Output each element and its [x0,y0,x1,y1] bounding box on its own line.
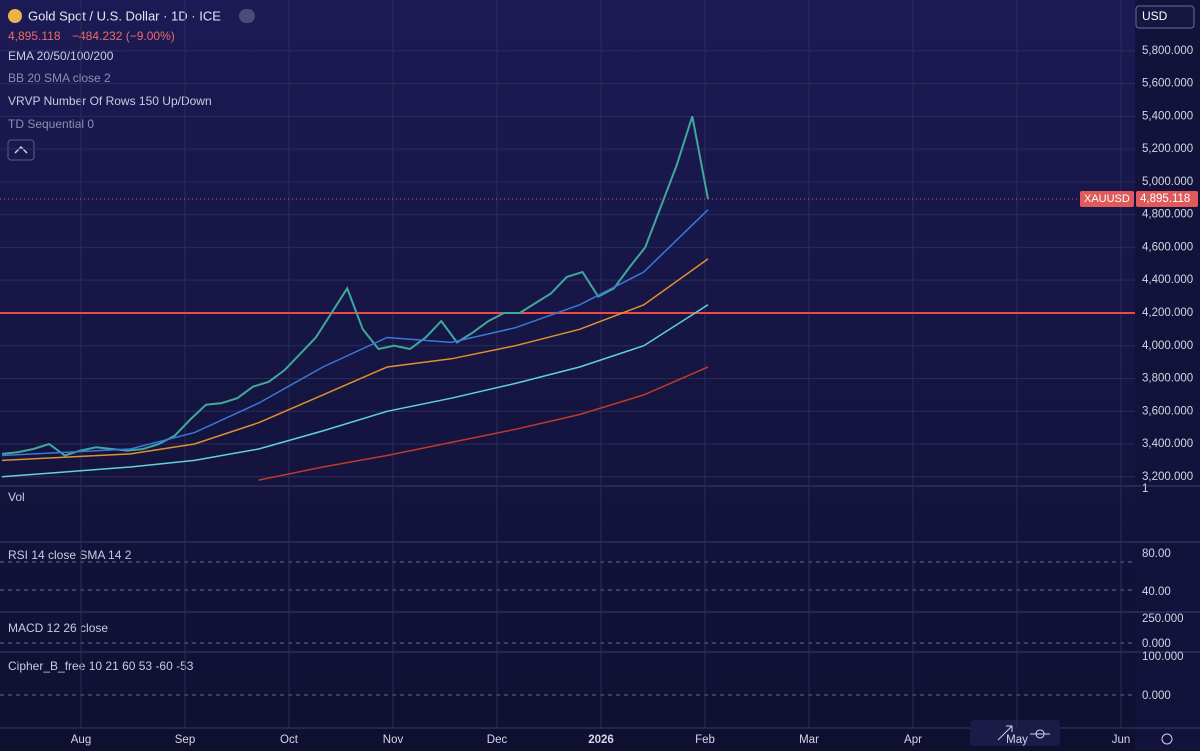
panel-tick: 1 [1142,483,1148,495]
y-tick-label: 5,000.000 [1142,176,1193,188]
y-tick-label: 5,400.000 [1142,110,1193,122]
ema-line [1,304,709,478]
indicator-label[interactable]: EMA 20/50/100/200 [8,49,114,63]
x-tick-label: Mar [799,734,819,746]
x-tick-label: Nov [383,734,404,746]
currency-label: USD [1142,9,1168,23]
price-change: −484.232 (−9.00%) [72,29,175,43]
panel-tick: 100.000 [1142,651,1184,663]
symbol-tag [1080,191,1134,208]
price-tag-label: 4,895.118 [1140,193,1190,205]
tool-icon[interactable] [997,725,1013,741]
indicator-label[interactable]: VRVP Number Of Rows 150 Up/Down [8,94,212,108]
x-tick-label: Sep [175,734,195,746]
x-tick-label: 2026 [588,734,614,746]
y-tick-label: 3,800.000 [1142,373,1193,385]
x-tick-label: May [1006,734,1028,746]
indicator-label[interactable]: BB 20 SMA close 2 [8,71,111,85]
y-tick-label: 5,200.000 [1142,143,1193,155]
y-tick-label: 4,000.000 [1142,340,1193,352]
y-tick-label: 4,400.000 [1142,274,1193,286]
x-tick-label: Aug [71,734,91,746]
currency-button[interactable] [1135,5,1195,29]
price-tag [1136,191,1198,208]
ema-line [1,258,709,462]
x-tick-label: Jun [1112,734,1131,746]
collapse-legend-button[interactable] [7,139,35,161]
y-tick-label: 3,400.000 [1142,438,1193,450]
y-tick-label: 3,600.000 [1142,405,1193,417]
y-tick-label: 5,600.000 [1142,78,1193,90]
panel-title: MACD 12 26 close [8,621,108,635]
indicator-label[interactable]: TD Sequential 0 [8,117,94,131]
panel-title: Vol [8,490,25,504]
symbol-title[interactable]: Gold Spot / U.S. Dollar · 1D · ICE [28,8,221,23]
symbol-icon [8,9,22,23]
chevron-icon [14,145,28,154]
ema-line [258,366,709,481]
y-tick-label: 4,200.000 [1142,307,1193,319]
x-tick-label: Feb [695,734,715,746]
y-tick-label: 4,800.000 [1142,209,1193,221]
drawing-toolbar[interactable] [970,720,1060,746]
x-tick-label: Apr [904,734,922,746]
last-price: 4,895.118 [8,29,61,43]
collapse-button[interactable] [239,9,255,23]
price-axis-bg [1135,0,1200,751]
x-tick-label: Oct [280,734,299,746]
panel-tick: 80.00 [1142,548,1171,560]
panel-title: RSI 14 close SMA 14 2 [8,548,132,562]
symbol-tag-label: XAUUSD [1084,193,1130,205]
settings-icon[interactable] [1161,733,1173,745]
x-tick-label: Dec [487,734,508,746]
tool-icon[interactable] [1030,729,1050,739]
panel-tick: 0.000 [1142,690,1171,702]
y-tick-label: 5,800.000 [1142,45,1193,57]
ema-line [1,209,709,457]
panel-tick: 0.000 [1142,638,1171,650]
panel-tick: 250.000 [1142,613,1184,625]
panel-tick: 40.00 [1142,586,1171,598]
y-tick-label: 4,600.000 [1142,241,1193,253]
y-tick-label: 3,200.000 [1142,471,1193,483]
panel-title: Cipher_B_free 10 21 60 53 -60 -53 [8,659,194,673]
